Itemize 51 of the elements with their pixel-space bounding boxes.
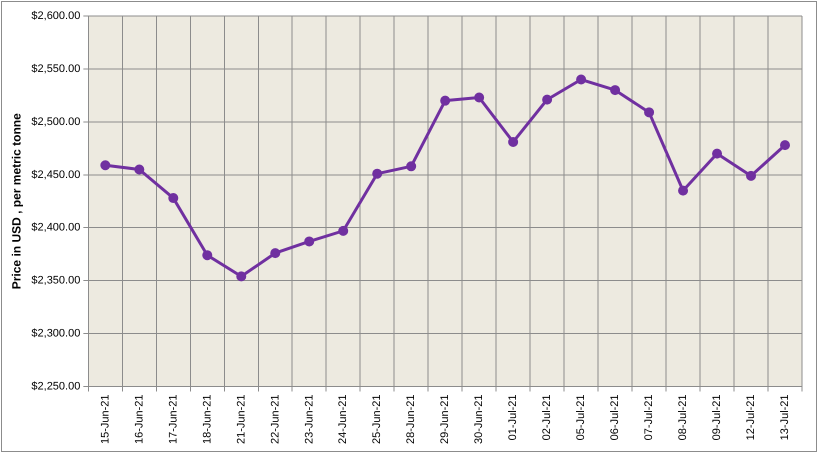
x-tick-label: 29-Jun-21 (439, 394, 452, 444)
x-tick-label: 18-Jun-21 (201, 394, 214, 444)
y-tick-label: $2,350.00 (31, 274, 80, 287)
point (338, 226, 348, 236)
point (236, 271, 246, 282)
x-tick-label: 07-Jul-21 (643, 394, 656, 440)
point (100, 160, 110, 170)
point (542, 94, 552, 105)
y-tick-label: $2,500.00 (31, 116, 80, 128)
point (440, 96, 450, 106)
point (168, 193, 178, 204)
point (270, 248, 280, 258)
x-tick-label: 28-Jun-21 (405, 394, 418, 444)
point (406, 161, 416, 172)
x-tick-label: 21-Jun-21 (235, 394, 248, 444)
point (644, 107, 654, 118)
x-tick-label: 22-Jun-21 (269, 394, 282, 444)
point (134, 164, 144, 174)
x-tick-label: 09-Jul-21 (711, 394, 724, 440)
point (678, 186, 688, 196)
y-axis-title: Price in USD , per metric tonne (10, 112, 24, 290)
x-tick-label: 02-Jul-21 (541, 394, 554, 440)
point (202, 250, 212, 260)
x-tick-label: 30-Jun-21 (473, 394, 486, 444)
x-tick-label: 05-Jul-21 (575, 394, 588, 440)
x-tick-label: 24-Jun-21 (337, 394, 350, 444)
point (576, 74, 586, 85)
y-tick-label: $2,450.00 (31, 168, 80, 181)
point (746, 170, 756, 181)
y-tick-label: $2,550.00 (31, 62, 80, 75)
x-tick-label: 25-Jun-21 (371, 394, 384, 444)
point (780, 140, 790, 150)
point (474, 92, 484, 103)
x-tick-label: 16-Jun-21 (133, 394, 146, 444)
point (304, 236, 314, 246)
x-tick-label: 12-Jul-21 (745, 394, 758, 440)
point (712, 148, 722, 159)
y-tick-label: $2,600.00 (31, 10, 80, 22)
x-tick-label: 08-Jul-21 (677, 394, 690, 440)
y-tick-label: $2,400.00 (31, 222, 80, 234)
point (372, 168, 382, 179)
x-tick-label: 06-Jul-21 (609, 394, 622, 440)
point (610, 85, 620, 96)
y-tick-label: $2,250.00 (31, 380, 80, 392)
x-tick-label: 13-Jul-21 (779, 394, 792, 440)
x-tick-label: 01-Jul-21 (507, 394, 520, 440)
y-tick-label: $2,300.00 (31, 328, 80, 340)
point (508, 136, 518, 147)
x-tick-label: 23-Jun-21 (303, 394, 316, 444)
x-tick-label: 17-Jun-21 (167, 394, 180, 444)
x-tick-label: 15-Jun-21 (99, 394, 112, 444)
